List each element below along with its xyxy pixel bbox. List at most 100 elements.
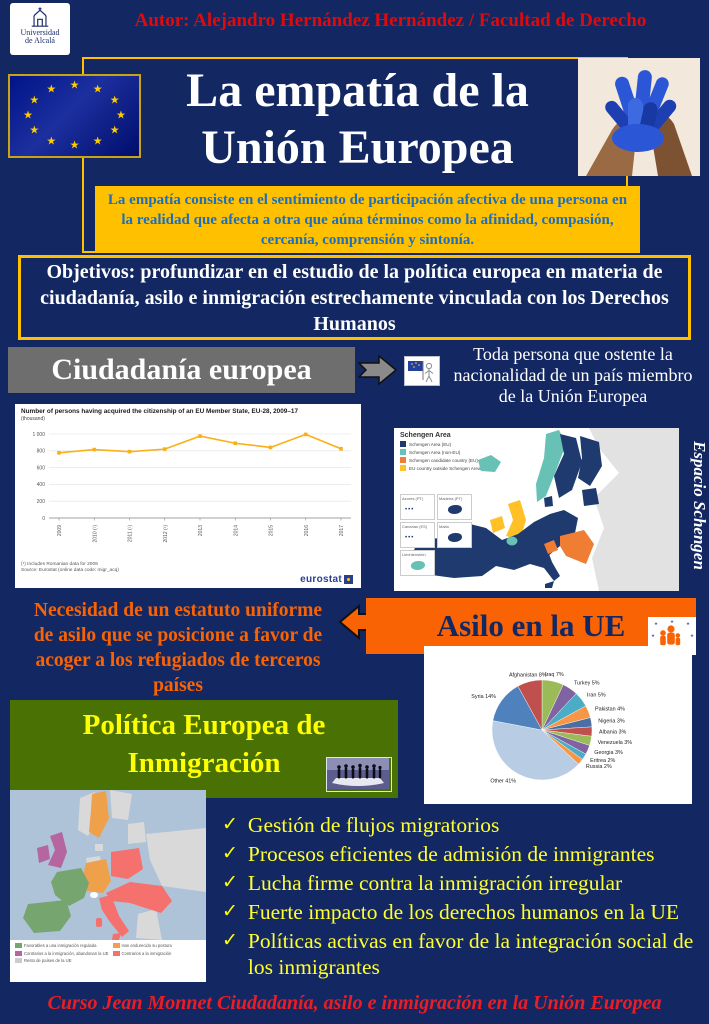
line-chart-footnotes: (¹) Includes Romanian data for 2009 Sour… xyxy=(21,562,119,573)
objectives-box: Objetivos: profundizar en el estudio de … xyxy=(18,255,691,340)
svg-text:Other 41%: Other 41% xyxy=(490,778,516,784)
inset-territory xyxy=(411,561,425,570)
schengen-legend-item: Schengen Area (non-EU) xyxy=(400,449,481,455)
svg-text:1 000: 1 000 xyxy=(32,432,45,438)
check-icon: ✓ xyxy=(222,872,238,893)
svg-text:Iraq 7%: Iraq 7% xyxy=(545,672,564,678)
bullet-text: Fuerte impacto de los derechos humanos e… xyxy=(247,900,679,924)
svg-text:Georgia 3%: Georgia 3% xyxy=(594,750,623,756)
svg-text:2010 (¹): 2010 (¹) xyxy=(92,525,98,543)
citizenship-note: Toda persona que ostente la nacionalidad… xyxy=(453,344,693,406)
svg-text:★: ★ xyxy=(686,621,690,627)
legend-color-chip xyxy=(112,943,120,948)
eu-star-icon: ★ xyxy=(29,94,40,107)
footer-course-line: Curso Jean Monnet Ciudadanía, asilo e in… xyxy=(47,992,662,1014)
immigration-map-card: Favorables a una inmigración regulada Con… xyxy=(10,790,206,982)
svg-text:2015: 2015 xyxy=(269,525,275,536)
author-line: Autor: Alejandro Hernández Hernández / F… xyxy=(134,10,647,31)
bullet-text: Gestión de flujos migratorios xyxy=(247,813,500,837)
schengen-legend-item: EU country outside Schengen Area xyxy=(400,465,481,471)
university-crest-icon xyxy=(31,7,49,27)
immigration-bullet-list: ✓ Gestión de flujos migratorios ✓ Procesos … xyxy=(222,812,704,983)
asylum-section-heading: Asilo en la UE xyxy=(366,598,696,654)
asylum-pie-chart: Iraq 7% Turkey 5% Iran 5% Pakistan 4% Nigeri… xyxy=(471,672,633,784)
schengen-inset-box: Liechtenstein xyxy=(400,550,435,576)
eu-star-icon: ★ xyxy=(92,135,103,148)
svg-text:Syria 14%: Syria 14% xyxy=(471,694,496,700)
eu-star-icon: ★ xyxy=(109,124,120,137)
svg-text:Venezuela 3%: Venezuela 3% xyxy=(598,740,633,746)
check-icon: ✓ xyxy=(222,814,238,835)
bullet-item: ✓ Lucha firme contra la inmigración irreg… xyxy=(222,870,704,896)
eu-star-icon: ★ xyxy=(23,109,33,122)
inset-islands: ••• xyxy=(405,535,415,541)
espacio-schengen-vertical-label: Espacio Schengen xyxy=(690,440,709,570)
svg-text:800: 800 xyxy=(37,449,46,455)
empathy-definition-text: La empatía consiste en el sentimiento de… xyxy=(107,191,628,248)
immigration-legend-item: Resto de países de la UE xyxy=(15,958,109,963)
legend-label: Contrarios a la inmigración xyxy=(121,950,172,956)
university-logo: Universidad de Alcalá xyxy=(10,3,70,55)
empathy-definition-box: La empatía consiste en el sentimiento de… xyxy=(95,186,640,253)
poster-title-line1: La empatía de la xyxy=(186,64,529,117)
eurostat-logo: eurostat xyxy=(300,574,353,585)
eu-star-icon: ★ xyxy=(69,139,80,152)
eu-flag-stars: ★ ★ ★ ★ ★ ★ ★ ★ ★ ★ ★ ★ xyxy=(10,76,139,156)
inset-label: Azores (PT) xyxy=(402,496,424,501)
legend-color-chip xyxy=(15,950,22,956)
objectives-text: Objetivos: profundizar en el estudio de … xyxy=(40,260,669,335)
schengen-inset-box: Azores (PT) ••• xyxy=(400,494,435,520)
legend-label: Schengen candidate country (EU) xyxy=(409,457,478,463)
inset-territory xyxy=(448,533,462,542)
inset-label: Canarias (ES) xyxy=(402,524,428,529)
inset-label: Malta xyxy=(439,524,449,529)
svg-text:Pakistan 4%: Pakistan 4% xyxy=(595,707,625,713)
schengen-legend-item: Schengen Area (EU) xyxy=(400,441,481,447)
person-with-eu-flag-icon xyxy=(404,356,440,386)
bullet-text: Procesos eficientes de admisión de inmig… xyxy=(247,842,655,866)
legend-label: Han endurecido su postura xyxy=(121,943,172,948)
schengen-legend: Schengen Area Schengen Area (EU) Schengen… xyxy=(400,432,481,471)
legend-color-chip xyxy=(15,943,22,948)
svg-text:2016: 2016 xyxy=(304,525,310,536)
svg-text:Iran 5%: Iran 5% xyxy=(587,693,606,699)
svg-text:0: 0 xyxy=(42,516,45,522)
blue-hands-image xyxy=(578,58,700,176)
bullet-text: Políticas activas en favor de la integra… xyxy=(247,929,694,979)
eu-star-icon: ★ xyxy=(92,83,103,96)
immigration-heading: Política Europea de Inmigración xyxy=(82,709,326,779)
immigration-map-legend: Favorables a una inmigración regulada Con… xyxy=(15,943,204,963)
bullet-text: Lucha firme contra la inmigración irregu… xyxy=(247,871,623,895)
svg-text:Albania 3%: Albania 3% xyxy=(599,729,626,735)
check-icon: ✓ xyxy=(222,843,238,864)
inset-territory xyxy=(448,505,462,514)
check-icon: ✓ xyxy=(222,930,238,951)
inset-label: Liechtenstein xyxy=(402,552,426,557)
poster-title: La empatía de la Unión Europea xyxy=(140,62,575,176)
legend-color-chip xyxy=(400,441,406,447)
immigration-map xyxy=(10,790,206,940)
svg-text:2014: 2014 xyxy=(233,525,239,536)
svg-text:400: 400 xyxy=(37,482,46,488)
asylum-statement: Necesidad de un estatuto uniforme de asi… xyxy=(33,600,323,696)
svg-text:Nigeria 3%: Nigeria 3% xyxy=(598,719,625,725)
asylum-pie-chart-card: Iraq 7% Turkey 5% Iran 5% Pakistan 4% Nigeri… xyxy=(424,646,692,804)
poster-title-line2: Unión Europea xyxy=(201,121,514,174)
immigration-legend-item: Favorables a una inmigración regulada xyxy=(15,943,109,948)
legend-label: Schengen Area (non-EU) xyxy=(409,449,461,455)
legend-label: EU country outside Schengen Area xyxy=(409,465,481,471)
svg-text:★: ★ xyxy=(651,633,655,639)
legend-color-chip xyxy=(112,950,120,956)
svg-text:★: ★ xyxy=(654,621,658,627)
eu-star-icon: ★ xyxy=(69,79,80,92)
schengen-map-card: Schengen Area Schengen Area (EU) Schengen… xyxy=(394,428,679,591)
line-chart-plot: 0 200 400 600 800 1 000 2009 2010 (¹) 2011 (¹) 20… xyxy=(32,432,351,543)
eu-star-icon: ★ xyxy=(29,124,40,137)
legend-color-chip xyxy=(15,958,22,963)
eu-star-icon: ★ xyxy=(46,135,57,148)
svg-text:Turkey 5%: Turkey 5% xyxy=(574,680,600,686)
inset-islands: ••• xyxy=(405,507,415,513)
svg-text:2017: 2017 xyxy=(339,525,345,536)
citizenship-section-heading: Ciudadanía europea xyxy=(8,347,355,393)
